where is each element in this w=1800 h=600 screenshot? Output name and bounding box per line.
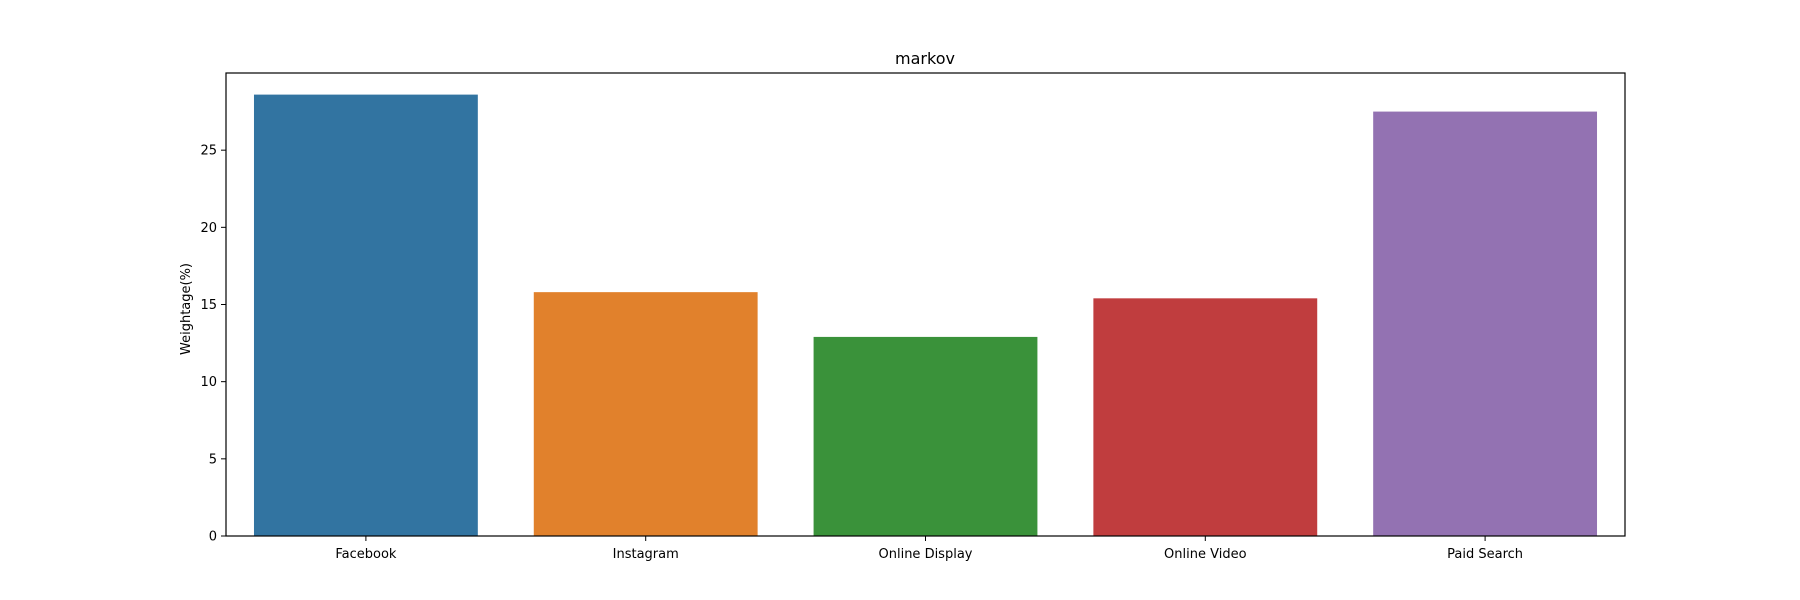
y-axis-title: Weightage(%) <box>179 263 194 355</box>
bars-layer <box>253 94 1598 537</box>
y-tick-label: 0 <box>209 530 217 545</box>
chart-title: markov <box>895 49 955 68</box>
bar-facebook <box>253 94 478 537</box>
bar-online-video <box>1093 298 1318 536</box>
bar-instagram <box>533 292 758 536</box>
bar-online-display <box>813 336 1038 536</box>
y-tick-label: 25 <box>200 144 217 159</box>
y-tick-label: 10 <box>200 375 217 390</box>
plot-frame <box>225 72 1626 537</box>
x-tick-label: Paid Search <box>1447 547 1523 562</box>
x-axis: Facebook Instagram Online Display Online Vi… <box>335 536 1523 562</box>
y-axis: 0 5 10 15 20 25 <box>200 144 226 545</box>
y-tick-label: 20 <box>200 221 217 236</box>
x-tick-label: Online Video <box>1164 547 1247 562</box>
y-tick-label: 5 <box>209 452 217 467</box>
x-tick-label: Facebook <box>335 547 397 562</box>
x-tick-label: Online Display <box>879 547 973 562</box>
x-tick-label: Instagram <box>613 547 679 562</box>
y-tick-label: 15 <box>200 298 217 313</box>
bar-paid-search <box>1373 111 1598 536</box>
